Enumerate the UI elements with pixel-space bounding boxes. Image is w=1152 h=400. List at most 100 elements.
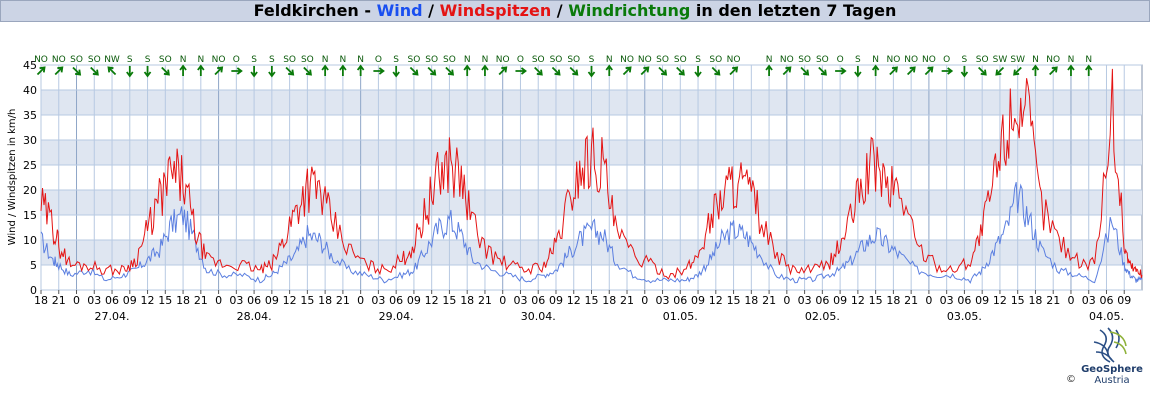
arrow-shape <box>569 66 579 76</box>
x-tick-label: 03 <box>940 294 954 307</box>
date-label: 29.04. <box>379 310 414 323</box>
x-tick-label: 21 <box>620 294 634 307</box>
direction-label: SO <box>88 55 101 65</box>
date-label: 27.04. <box>95 310 130 323</box>
arrow-shape <box>339 64 347 76</box>
direction-label: NO <box>34 55 48 65</box>
direction-label: N <box>464 55 471 65</box>
x-tick-label: 06 <box>957 294 971 307</box>
direction-arrow-icon <box>978 66 987 76</box>
direction-arrow-icon <box>321 64 329 76</box>
direction-label: N <box>322 55 329 65</box>
arrow-shape <box>445 66 455 76</box>
arrow-shape <box>782 66 792 76</box>
x-tick-label: 0 <box>641 294 648 307</box>
direction-label: SO <box>425 55 438 65</box>
arrow-shape <box>285 66 295 76</box>
x-tick-label: 12 <box>567 294 581 307</box>
direction-label: SO <box>798 55 811 65</box>
arrow-shape <box>303 66 312 76</box>
direction-label: S <box>589 55 595 65</box>
title-wind: Wind <box>376 1 423 20</box>
y-tick-label: 15 <box>23 209 37 222</box>
direction-label: NO <box>886 55 900 65</box>
direction-label: N <box>180 55 187 65</box>
arrow-shape <box>622 66 632 76</box>
direction-label: NO <box>780 55 794 65</box>
direction-label: S <box>127 55 133 65</box>
arrow-shape <box>871 64 880 76</box>
x-tick-label: 03 <box>513 294 527 307</box>
date-label: 03.05. <box>947 310 982 323</box>
direction-label: NO <box>496 55 510 65</box>
arrow-shape <box>889 66 898 76</box>
title-gust: Windspitzen <box>439 1 552 20</box>
title-sep1: / <box>422 1 440 20</box>
direction-label: N <box>1085 55 1092 65</box>
direction-label: N <box>357 55 364 65</box>
series-line-wind <box>40 181 1143 284</box>
direction-arrow-icon <box>339 64 347 76</box>
direction-label: SO <box>816 55 829 65</box>
arrow-shape <box>427 66 437 76</box>
x-tick-label: 09 <box>549 294 563 307</box>
direction-label: O <box>943 55 950 65</box>
x-tick-label: 15 <box>442 294 456 307</box>
x-tick-label: 21 <box>904 294 918 307</box>
direction-label: NO <box>620 55 634 65</box>
direction-label: NO <box>638 55 652 65</box>
direction-label: S <box>393 55 399 65</box>
logo-name: GeoSphere <box>1081 364 1143 375</box>
direction-label: O <box>375 55 382 65</box>
direction-arrow-icon <box>640 66 650 76</box>
x-tick-label: 03 <box>371 294 385 307</box>
direction-arrow-icon <box>711 66 721 76</box>
direction-arrow-icon <box>835 67 847 75</box>
direction-label: SO <box>159 55 172 65</box>
arrow-shape <box>694 66 702 78</box>
direction-arrow-icon <box>515 67 527 75</box>
direction-label: N <box>766 55 773 65</box>
direction-arrow-icon <box>569 66 579 76</box>
direction-arrow-icon <box>800 66 810 76</box>
x-tick-label: 18 <box>460 294 474 307</box>
arrow-shape <box>356 64 365 76</box>
direction-label: SO <box>443 55 456 65</box>
arrow-shape <box>143 66 152 78</box>
direction-label: SO <box>656 55 669 65</box>
direction-arrow-icon <box>54 66 64 76</box>
horizontal-grid <box>41 64 1142 291</box>
direction-label: SO <box>70 55 83 65</box>
direction-label: S <box>145 55 151 65</box>
arrow-shape <box>90 66 99 76</box>
arrow-shape <box>818 66 827 76</box>
direction-arrow-icon <box>1031 64 1040 76</box>
x-tick-label: 12 <box>141 294 155 307</box>
direction-label: S <box>855 55 861 65</box>
title-suffix: in den letzten 7 Tagen <box>690 1 897 20</box>
arrow-shape <box>978 66 987 76</box>
x-tick-label: 12 <box>425 294 439 307</box>
direction-label: NO <box>1046 55 1060 65</box>
arrow-shape <box>658 66 668 76</box>
arrow-shape <box>179 64 187 76</box>
x-tick-label: 09 <box>833 294 847 307</box>
arrow-shape <box>409 66 419 76</box>
y-tick-label: 25 <box>23 159 37 172</box>
arrow-shape <box>1067 64 1075 76</box>
date-label: 28.04. <box>237 310 272 323</box>
direction-arrow-icon <box>126 66 134 78</box>
direction-arrow-icon <box>427 66 437 76</box>
arrow-shape <box>587 66 596 78</box>
direction-arrow-icon <box>107 66 117 76</box>
x-tick-label: 18 <box>176 294 190 307</box>
date-label: 30.04. <box>521 310 556 323</box>
date-label: 02.05. <box>805 310 840 323</box>
chart-title-bar: Feldkirchen - Wind / Windspitzen / Windr… <box>0 0 1150 22</box>
direction-arrow-icon <box>268 66 276 78</box>
x-tick-label: 18 <box>602 294 616 307</box>
arrow-shape <box>1049 66 1058 76</box>
direction-arrow-icon <box>889 66 898 76</box>
direction-arrow-icon <box>356 64 365 76</box>
